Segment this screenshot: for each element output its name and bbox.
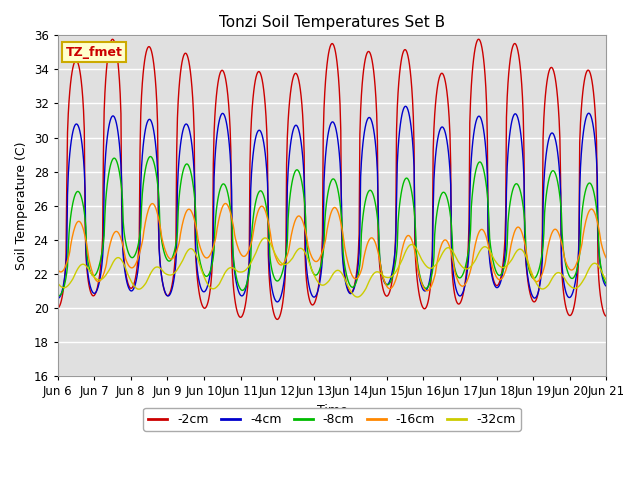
-2cm [400, 47, 408, 53]
Line: -4cm: -4cm [58, 106, 607, 302]
-32cm [354, 294, 362, 300]
-2cm [63, 130, 71, 135]
-32cm [261, 235, 269, 241]
-2cm [417, 297, 424, 302]
-4cm [120, 261, 128, 267]
-8cm [207, 268, 214, 274]
-32cm [54, 280, 61, 286]
Line: -2cm: -2cm [58, 39, 607, 319]
-4cm [63, 192, 71, 198]
-2cm [273, 316, 281, 322]
Line: -32cm: -32cm [58, 238, 607, 297]
-32cm [400, 252, 408, 258]
-2cm [109, 36, 116, 42]
-32cm [176, 263, 184, 268]
-16cm [399, 241, 407, 247]
-4cm [402, 103, 410, 109]
-32cm [63, 283, 71, 289]
-8cm [400, 178, 408, 184]
-8cm [417, 274, 424, 280]
-2cm [603, 313, 611, 319]
Line: -8cm: -8cm [58, 156, 607, 296]
-8cm [177, 177, 185, 183]
-16cm [120, 247, 128, 253]
-8cm [55, 293, 63, 299]
Line: -16cm: -16cm [58, 204, 607, 291]
-32cm [120, 262, 128, 267]
-16cm [423, 288, 431, 294]
-16cm [415, 273, 423, 279]
-32cm [205, 283, 212, 288]
-4cm [273, 299, 281, 305]
-4cm [399, 107, 407, 112]
-2cm [121, 264, 129, 269]
X-axis label: Time: Time [317, 404, 348, 417]
-2cm [205, 292, 213, 298]
-2cm [54, 305, 61, 311]
-2cm [177, 70, 184, 75]
-4cm [417, 278, 424, 284]
-16cm [205, 254, 212, 260]
-8cm [603, 281, 611, 287]
-16cm [63, 258, 71, 264]
-4cm [176, 149, 184, 155]
-4cm [205, 279, 212, 285]
-4cm [54, 295, 61, 301]
-16cm [54, 266, 61, 272]
-16cm [603, 255, 611, 261]
-16cm [176, 236, 184, 242]
-8cm [65, 245, 72, 251]
-16cm [221, 201, 229, 206]
Title: Tonzi Soil Temperatures Set B: Tonzi Soil Temperatures Set B [219, 15, 445, 30]
-8cm [54, 292, 61, 298]
Y-axis label: Soil Temperature (C): Soil Temperature (C) [15, 142, 28, 270]
Text: TZ_fmet: TZ_fmet [66, 46, 123, 59]
-8cm [121, 234, 129, 240]
-8cm [147, 154, 154, 159]
-32cm [603, 277, 611, 283]
-32cm [417, 254, 424, 260]
-4cm [603, 283, 611, 289]
Legend: -2cm, -4cm, -8cm, -16cm, -32cm: -2cm, -4cm, -8cm, -16cm, -32cm [143, 408, 520, 431]
